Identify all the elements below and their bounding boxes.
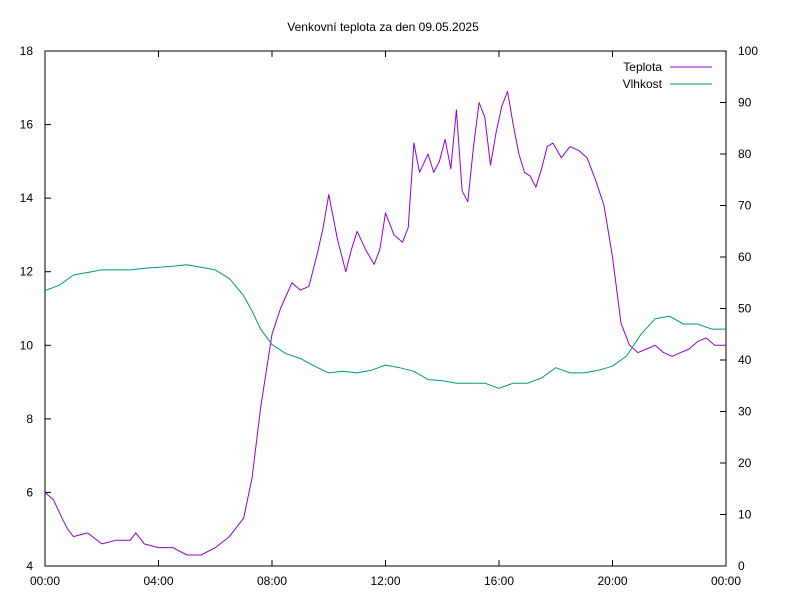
y-tick-label: 14 <box>20 191 34 205</box>
y-tick-label: 6 <box>26 485 33 499</box>
x-axis-ticks: 00:00 04:00 08:00 12:00 16:00 20:00 00:00 <box>30 51 741 588</box>
y-tick-label: 4 <box>26 559 33 573</box>
y2-tick-label: 60 <box>738 250 752 264</box>
y-tick-label: 12 <box>20 265 34 279</box>
y2-tick-label: 100 <box>738 44 758 58</box>
y-tick-label: 16 <box>20 118 34 132</box>
x-tick-label: 16:00 <box>484 574 514 588</box>
legend-label: Vlhkost <box>623 77 663 91</box>
plot-frame <box>44 50 727 567</box>
y2-tick-label: 80 <box>738 147 752 161</box>
y2-tick-label: 70 <box>738 199 752 213</box>
y-axis-right-ticks: 0 10 20 30 40 50 60 70 80 90 100 <box>720 44 758 573</box>
y-tick-label: 10 <box>20 338 34 352</box>
y-tick-label: 18 <box>20 44 34 58</box>
series-layer <box>44 91 726 556</box>
x-tick-label: 04:00 <box>143 574 173 588</box>
series-line-vlhkost <box>44 264 726 389</box>
y-tick-label: 8 <box>26 412 33 426</box>
chart-title: Venkovní teplota za den 09.05.2025 <box>287 20 479 34</box>
y2-tick-label: 10 <box>738 508 752 522</box>
y2-tick-label: 30 <box>738 405 752 419</box>
legend-label: Teplota <box>623 60 662 74</box>
legend: Teplota Vlhkost <box>623 60 712 91</box>
x-tick-label: 20:00 <box>597 574 627 588</box>
y2-tick-label: 50 <box>738 302 752 316</box>
x-tick-label: 00:00 <box>30 574 60 588</box>
y2-tick-label: 40 <box>738 353 752 367</box>
y-axis-left-ticks: 4 6 8 10 12 14 16 18 <box>20 44 51 573</box>
series-line-teplota <box>44 91 726 556</box>
x-tick-label: 12:00 <box>370 574 400 588</box>
x-tick-label: 00:00 <box>711 574 741 588</box>
y2-tick-label: 20 <box>738 456 752 470</box>
y2-tick-label: 90 <box>738 96 752 110</box>
y2-tick-label: 0 <box>738 559 745 573</box>
x-tick-label: 08:00 <box>257 574 287 588</box>
